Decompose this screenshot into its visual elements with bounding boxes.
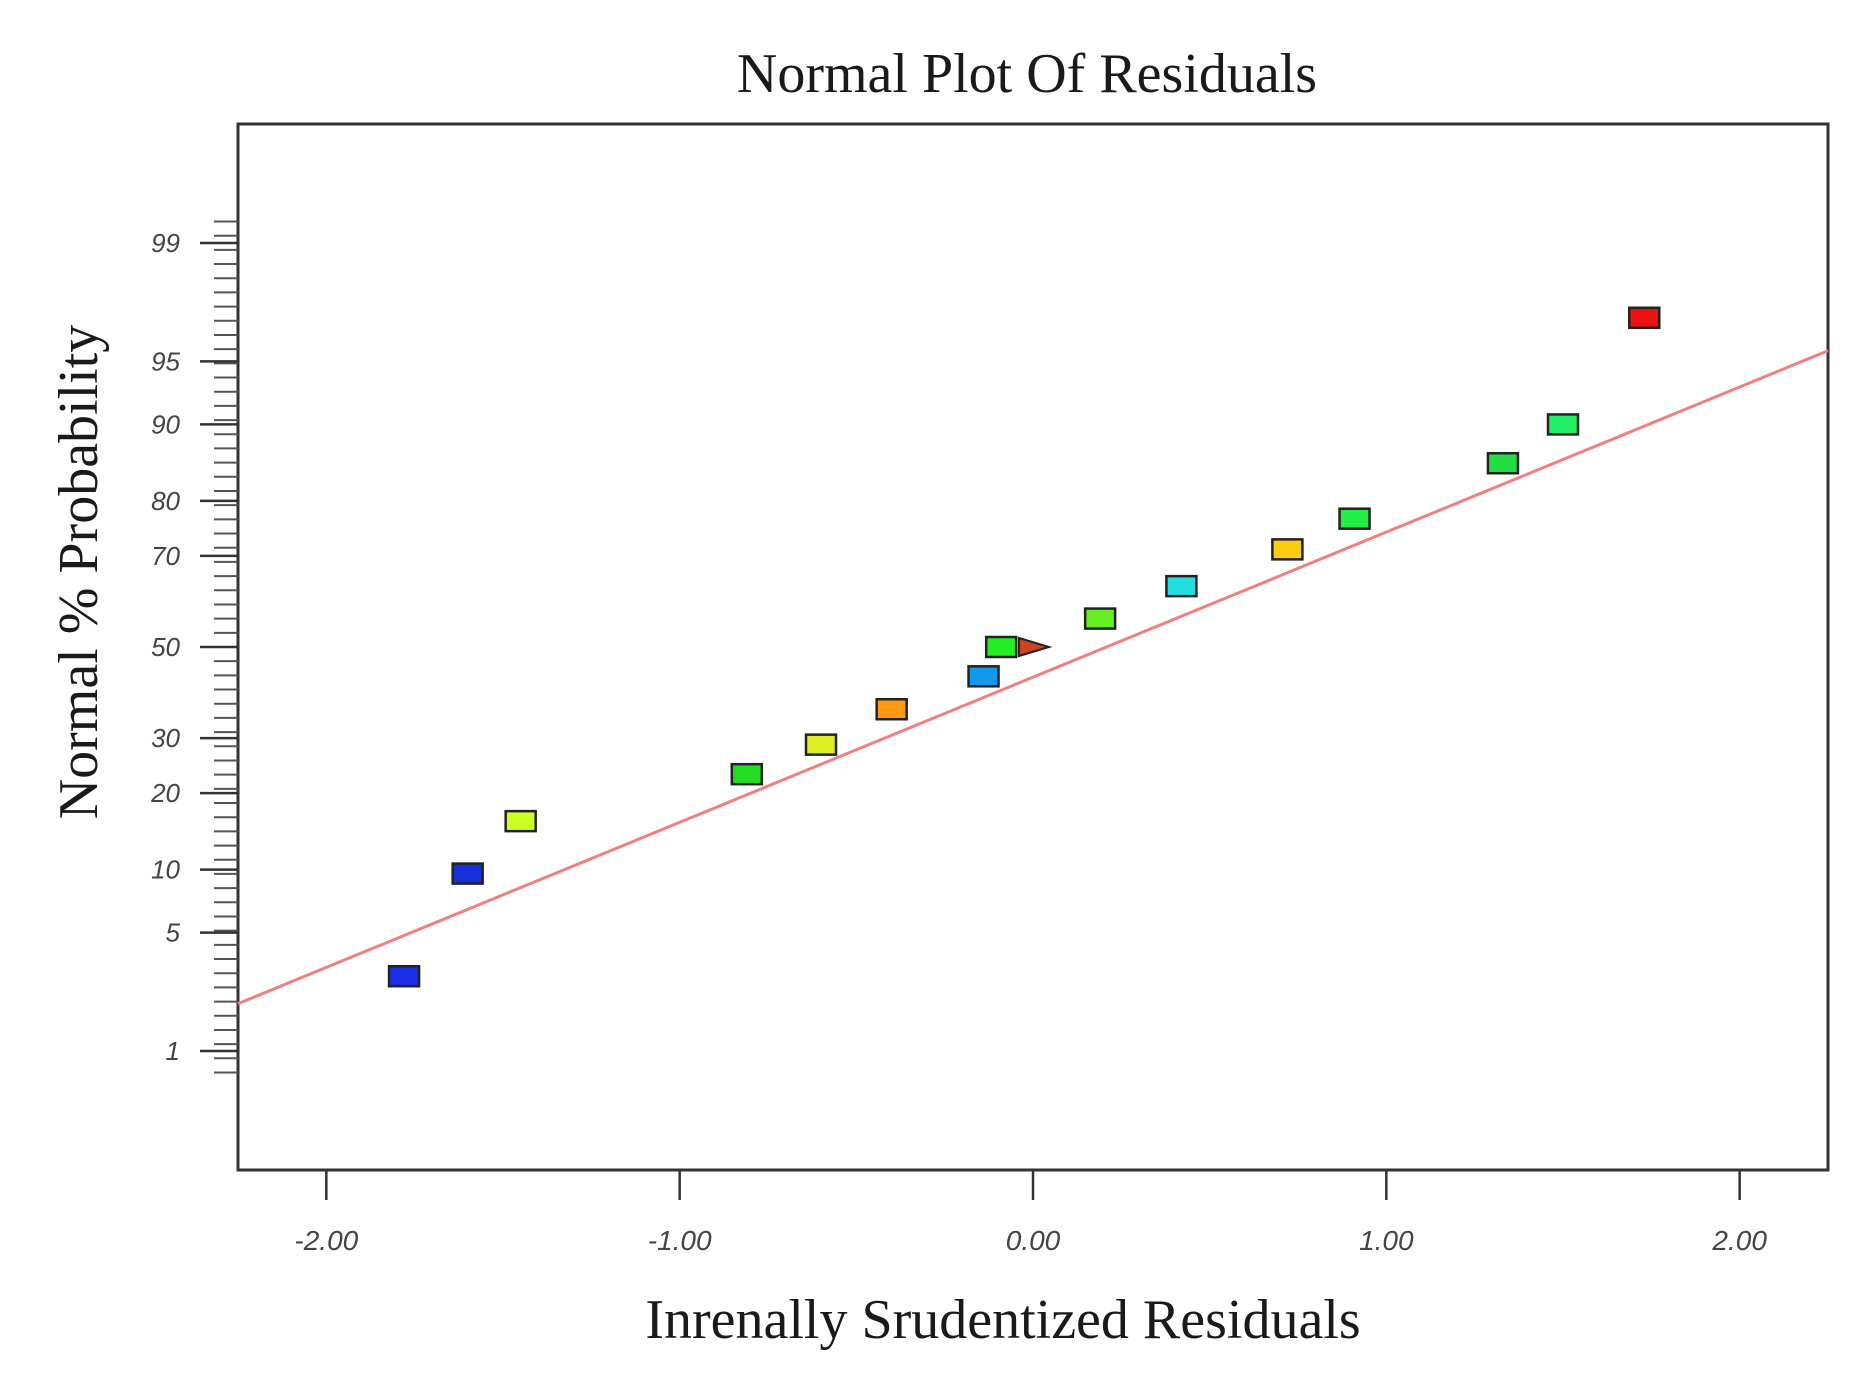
residual-point-16: [1628, 306, 1661, 330]
y-tick-label: 70: [151, 541, 180, 571]
points-layer: [387, 306, 1661, 988]
y-tick-label: 50: [151, 632, 180, 662]
residual-point-2: [451, 862, 484, 885]
residual-point-7: [967, 665, 1000, 688]
residual-point-3: [504, 809, 537, 833]
residual-point-5: [804, 733, 838, 756]
residual-point-4: [730, 762, 764, 786]
y-axis: 1 5 10 20 30 50 70 80 90 95 99: [150, 228, 238, 1066]
residual-point-15: [1546, 413, 1580, 436]
y-tick-label: 30: [151, 723, 180, 753]
y-minor-ticks: [214, 220, 238, 1074]
residual-point-14: [1486, 451, 1520, 475]
residual-point-10: [1083, 607, 1117, 630]
residual-point-8: [984, 635, 1018, 659]
x-tick-label: 2.00: [1711, 1225, 1767, 1256]
y-tick-label: 95: [151, 346, 180, 376]
y-axis-label: Normal % Probability: [48, 325, 110, 820]
residual-point-12: [1271, 538, 1304, 561]
residual-point-1: [387, 964, 421, 988]
x-tick-label: 1.00: [1359, 1225, 1414, 1256]
residual-point-11: [1165, 574, 1198, 598]
residual-point-6: [875, 698, 908, 721]
x-axis: -2.00 -1.00 0.00 1.00 2.00: [294, 1170, 1767, 1256]
residual-point-13: [1338, 507, 1371, 530]
chart-title: Normal Plot Of Residuals: [737, 43, 1317, 105]
y-tick-label: 20: [150, 778, 180, 808]
x-axis-label: Inrenally Srudentized Residuals: [645, 1289, 1360, 1351]
y-tick-label: 10: [151, 855, 180, 885]
x-tick-label: -2.00: [294, 1225, 358, 1256]
y-tick-label: 80: [151, 486, 180, 516]
y-tick-label: 90: [151, 409, 180, 439]
residual-point-9: [1018, 636, 1053, 658]
fit-line-layer: [237, 349, 1829, 1006]
y-tick-label: 1: [166, 1036, 180, 1066]
y-tick-label: 5: [166, 918, 181, 948]
x-tick-label: 0.00: [1006, 1225, 1061, 1256]
x-tick-label: -1.00: [648, 1225, 712, 1256]
normal-fit-line: [237, 349, 1829, 1006]
y-tick-label: 99: [151, 228, 180, 258]
